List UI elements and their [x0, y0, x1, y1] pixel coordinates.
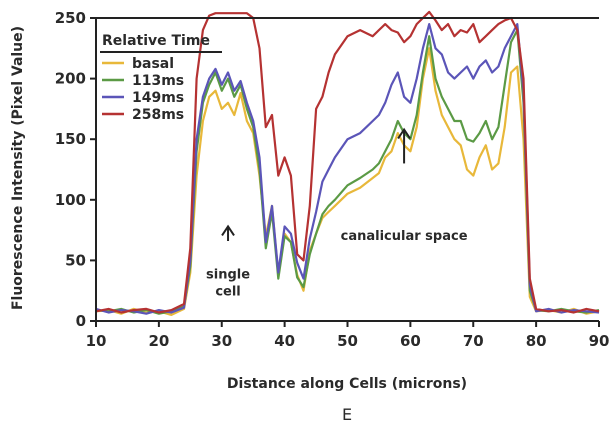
y-tick-label: 200 [55, 70, 86, 88]
x-tick-label: 80 [526, 332, 547, 350]
annotation-text: cell [215, 285, 240, 300]
series-line-113ms [95, 29, 600, 315]
x-tick-label: 20 [148, 332, 169, 350]
x-tick-label: 90 [589, 332, 610, 350]
y-tick-label: 250 [55, 9, 86, 27]
y-tick-label: 100 [55, 191, 86, 209]
annotation-text: single [206, 268, 250, 283]
x-tick-label: 50 [337, 332, 358, 350]
series-line-basal [95, 47, 600, 316]
annotations: single cell canalicular space [206, 127, 468, 300]
y-tick-label: 150 [55, 130, 86, 148]
legend-label-basal: basal [132, 56, 174, 72]
legend-label-149ms: 149ms [132, 90, 184, 106]
legend-title: Relative Time [102, 33, 210, 49]
y-tick-label: 50 [65, 251, 86, 269]
panel-letter: E [342, 405, 352, 424]
series-line-149ms [95, 23, 600, 315]
y-axis-title: Fluorescence Intensity (Pixel Value) [10, 26, 26, 310]
annotation-arrow-head [221, 224, 235, 237]
x-tick-label: 70 [463, 332, 484, 350]
annotation-text: canalicular space [341, 229, 468, 244]
x-tick-label: 60 [400, 332, 421, 350]
y-tick-label: 0 [76, 312, 86, 330]
legend-label-113ms: 113ms [132, 73, 184, 89]
x-tick-label: 10 [86, 332, 107, 350]
x-tick-label: 40 [274, 332, 295, 350]
legend-label-258ms: 258ms [132, 107, 184, 123]
annotation-arrow-head [397, 127, 411, 140]
tick-labels: 10 20 30 40 50 60 70 80 90 0 50 100 150 200 250 [55, 9, 610, 350]
x-axis-title: Distance along Cells (microns) [227, 376, 467, 392]
x-tick-label: 30 [211, 332, 232, 350]
